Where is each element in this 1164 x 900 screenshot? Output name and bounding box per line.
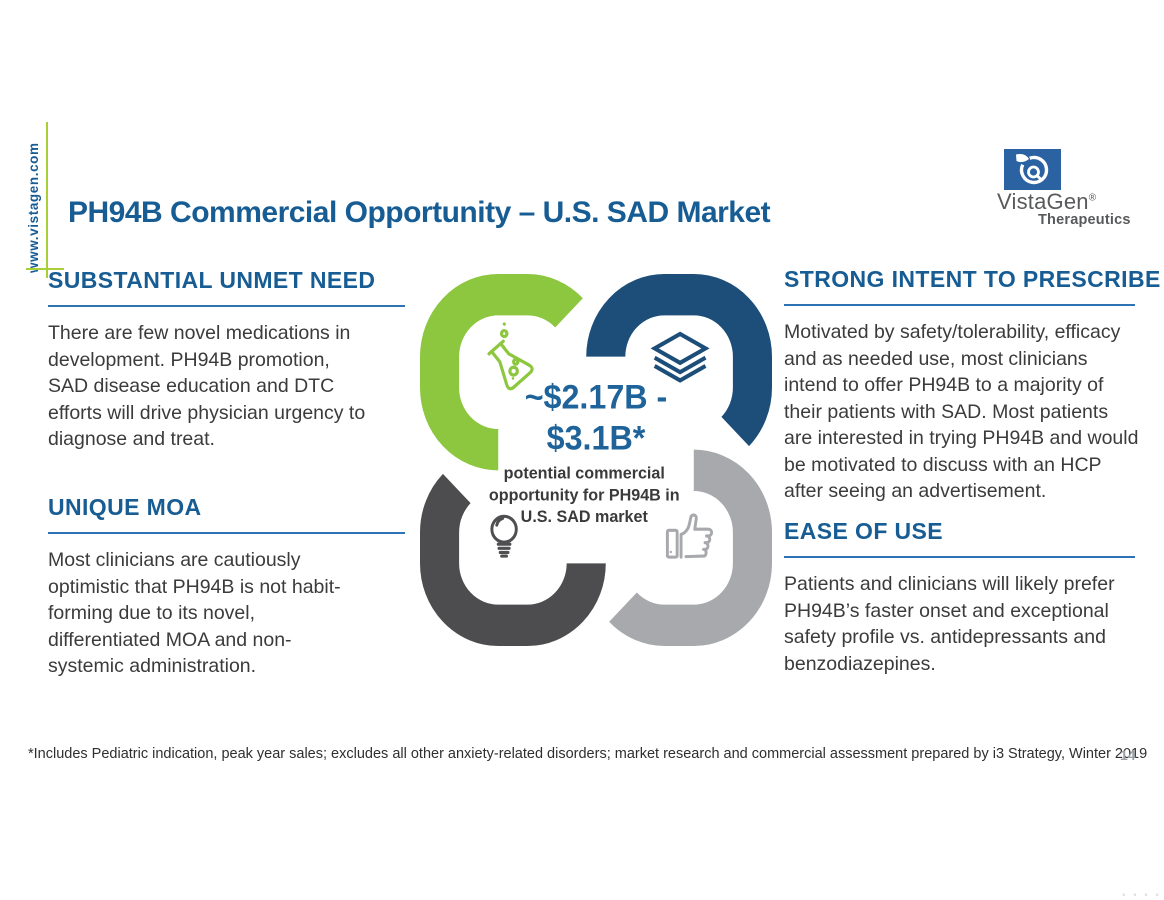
section-body: There are few novel medications in devel…	[48, 322, 366, 450]
vertical-website-url: www.vistagen.com	[26, 142, 41, 273]
logo-subtitle: Therapeutics	[1038, 212, 1131, 228]
footnote: *Includes Pediatric indication, peak yea…	[28, 746, 1148, 762]
opportunity-value-line1: ~$2.17B -	[525, 379, 668, 417]
heading-underline	[784, 304, 1135, 306]
registered-mark: ®	[1088, 192, 1097, 204]
section-unique-moa: UNIQUE MOA Most clinicians are cautiousl…	[48, 494, 448, 680]
corner-artifact-marks: × × × ×	[1121, 893, 1162, 899]
logo-wordmark: VistaGen®	[997, 189, 1096, 215]
heading-underline	[48, 305, 405, 307]
layers-icon	[650, 331, 710, 383]
market-opportunity-diagram: ~$2.17B - $3.1B* potential commercial op…	[420, 274, 772, 651]
section-heading: UNIQUE MOA	[48, 494, 202, 520]
opportunity-caption-line2: opportunity for PH94B in	[489, 485, 680, 505]
logo-name-text: VistaGen	[997, 189, 1089, 214]
section-body: Most clinicians are cautiously optimisti…	[48, 549, 341, 677]
slide-title: PH94B Commercial Opportunity – U.S. SAD …	[68, 196, 771, 230]
flask-icon	[487, 322, 534, 391]
section-strong-intent-to-prescribe: STRONG INTENT TO PRESCRIBE Motivated by …	[784, 266, 1164, 505]
green-accent-line-vertical	[46, 122, 48, 278]
section-substantial-unmet-need: SUBSTANTIAL UNMET NEED There are few nov…	[48, 267, 448, 453]
heading-underline	[784, 556, 1135, 558]
opportunity-caption-line3: U.S. SAD market	[521, 507, 649, 527]
section-ease-of-use: EASE OF USE Patients and clinicians will…	[784, 518, 1164, 677]
thumbs-up-icon	[665, 513, 714, 559]
opportunity-value-line2: $3.1B*	[547, 420, 646, 458]
vistagen-logo-icon	[1004, 149, 1061, 195]
section-heading: SUBSTANTIAL UNMET NEED	[48, 267, 376, 293]
lightbulb-icon	[490, 514, 518, 558]
section-heading: STRONG INTENT TO PRESCRIBE	[784, 266, 1161, 292]
opportunity-caption-line1: potential commercial	[504, 463, 665, 483]
section-heading: EASE OF USE	[784, 518, 944, 544]
section-body: Patients and clinicians will likely pref…	[784, 573, 1115, 675]
heading-underline	[48, 532, 405, 534]
section-body: Motivated by safety/tolerability, effica…	[784, 321, 1139, 502]
green-accent-line-horizontal	[26, 268, 64, 270]
page-number: 14	[1120, 747, 1136, 763]
